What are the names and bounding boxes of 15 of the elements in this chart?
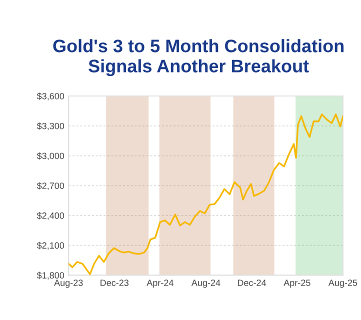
y-tick-label: $3,600 [36,92,64,100]
x-tick-label: Apr-25 [284,280,310,288]
y-tick-label: $2,700 [36,182,64,190]
y-tick-label: $1,800 [36,272,64,280]
x-tick-label: Aug-25 [328,280,358,288]
x-tick-label: Dec-23 [100,280,129,286]
y-tick-label: $2,100 [36,242,64,250]
y-tick-label: $2,400 [36,212,64,220]
chart-title: Gold's 3 to 5 Month Consolidation Signals Another Breakout [53,39,344,76]
x-tick-label: Aug-24 [191,280,220,288]
y-tick-label: $3,300 [36,122,64,130]
x-tick-label: Dec-24 [238,280,266,286]
y-tick-label: $3,000 [36,152,64,160]
x-tick-label: Aug-23 [54,280,83,288]
x-tick-label: Apr-24 [146,280,174,288]
